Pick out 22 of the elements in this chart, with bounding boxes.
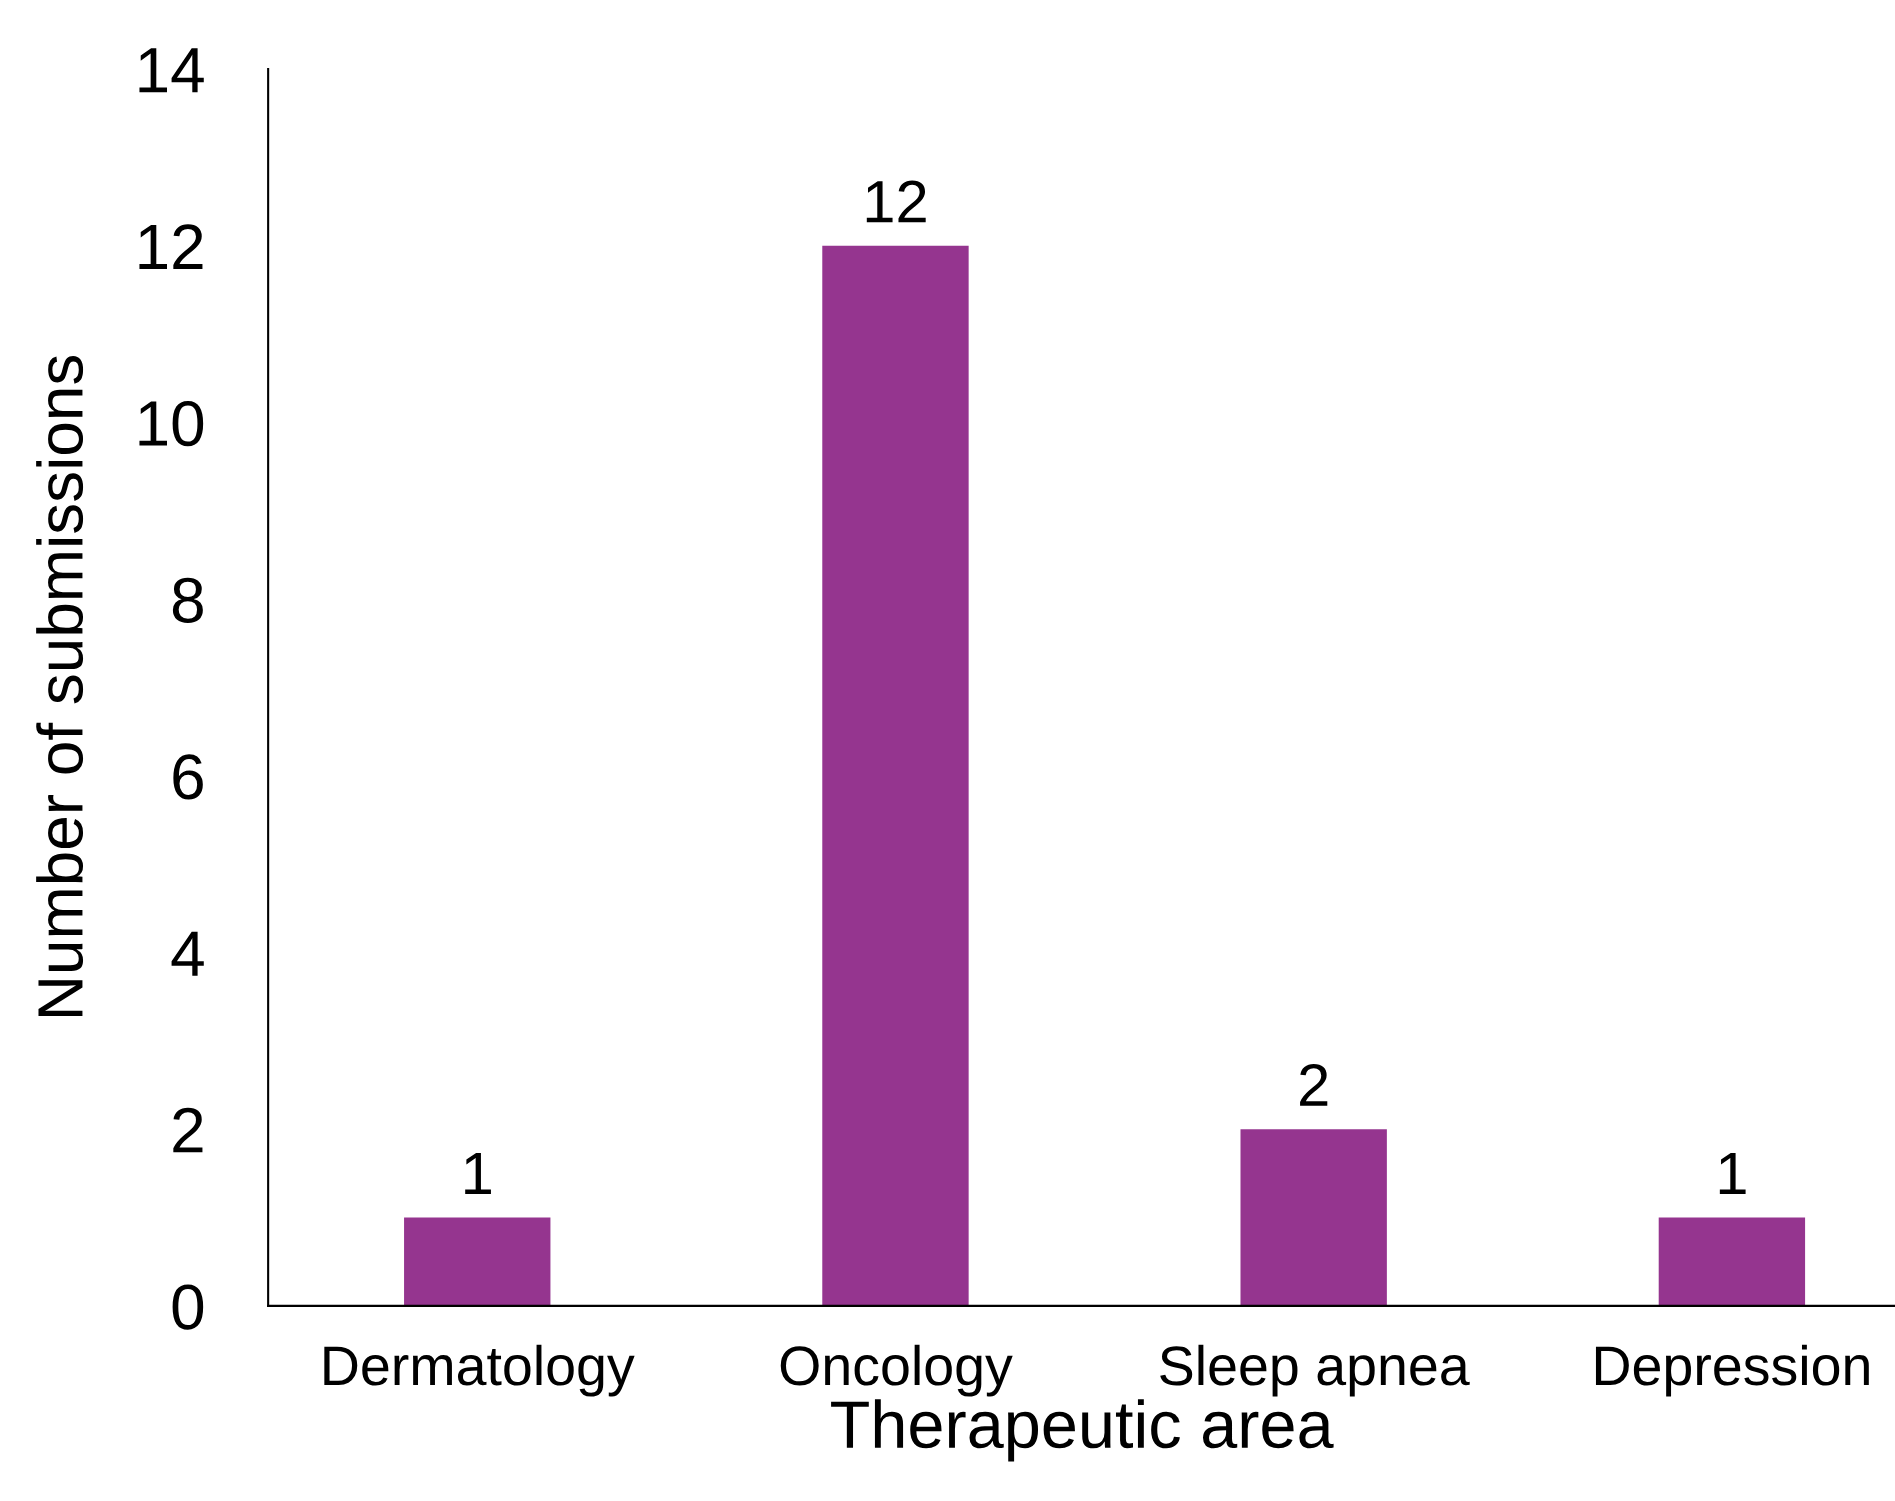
y-tick-label: 4 [171,931,204,976]
y-tick-label: 12 [139,224,203,269]
y-tick-label: 10 [139,400,204,447]
x-tick-label: Depression [1595,1344,1869,1397]
bar [404,1217,551,1306]
bar [1240,1129,1387,1306]
bar [1658,1217,1806,1306]
y-tick-label: 0 [172,1284,204,1330]
x-axis-title: Therapeutic area [831,1399,1334,1462]
x-tick-label: Sleep apnea [1160,1344,1470,1397]
x-tick-label: Dermatology [324,1344,635,1397]
y-axis-title: Number of submissions [36,355,84,1016]
bar [822,245,969,1306]
data-label: 12 [866,180,926,223]
data-label: 2 [1300,1063,1328,1106]
y-tick-label: 2 [173,1107,203,1153]
y-tick-label: 6 [173,754,203,800]
y-tick-label: 8 [172,577,203,623]
data-label: 1 [1719,1152,1746,1195]
y-tick-label: 14 [139,48,204,93]
data-label: 1 [465,1152,491,1195]
x-tick-label: Oncology [780,1344,1013,1397]
